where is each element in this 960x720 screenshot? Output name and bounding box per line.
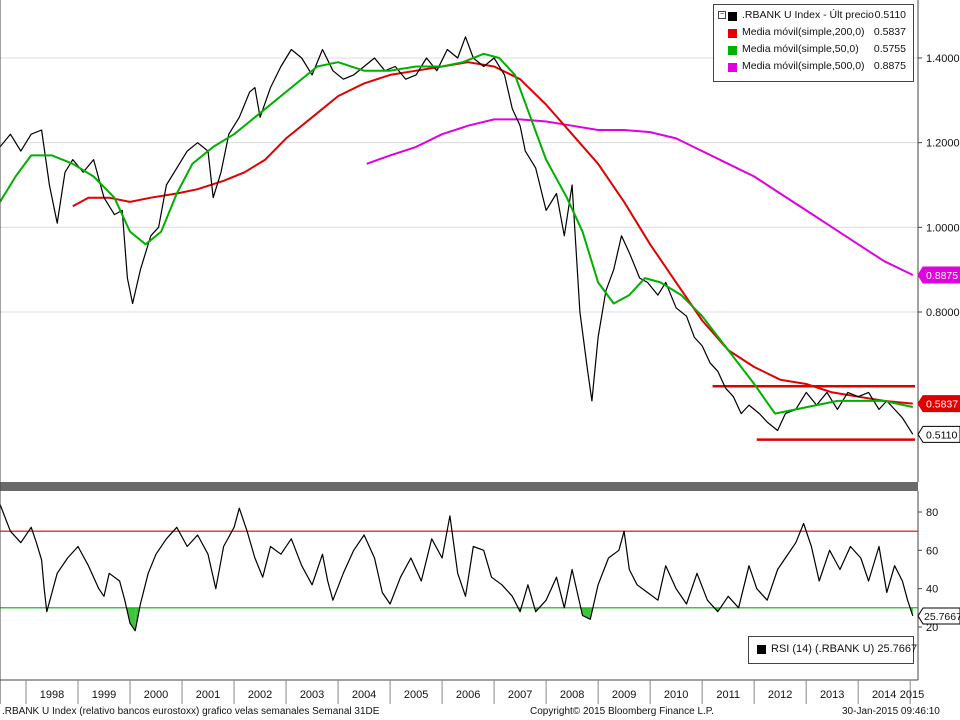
x-axis-year-label: 2006 [456, 689, 480, 701]
panel-divider[interactable] [0, 482, 918, 491]
series-rsi-line [0, 504, 914, 632]
ma500-value-tag: 0.8875 [917, 266, 960, 284]
rsi-y-tick-label: 40 [926, 584, 938, 596]
legend-label-ma50: Media móvil(simple,50,0) [742, 43, 859, 55]
x-axis-year-label: 2009 [612, 689, 636, 701]
price-value-tag: 0.5110 [917, 425, 960, 443]
legend-label-ma500: Media móvil(simple,500,0) [742, 60, 865, 72]
rsi-legend-swatch [757, 645, 766, 654]
value-tag-shape [917, 395, 960, 413]
legend-label-price: .RBANK U Index - Últ precio [742, 9, 874, 21]
rsi-value-tag-shape [917, 607, 960, 625]
ma200-value-tag: 0.5837 [917, 395, 960, 413]
price-y-axis: 0.8000 1.0000 1.2000 1.4000 [917, 0, 960, 482]
rsi-legend[interactable]: RSI (14) (.RBANK U) 25.7667 [748, 636, 917, 664]
rsi-y-tick-label: 20 [926, 622, 938, 634]
series-ma200-line [72, 61, 913, 405]
rsi-legend-label: RSI (14) (.RBANK U) [771, 643, 875, 655]
x-axis-year-label: 2000 [144, 689, 168, 701]
price-y-tick-label: 1.2000 [926, 138, 960, 150]
x-axis-year-label: 2010 [664, 689, 688, 701]
legend-label-ma200: Media móvil(simple,200,0) [742, 26, 865, 38]
legend-row-ma500: Media móvil(simple,500,0) 0.8875 [718, 60, 910, 74]
price-last-value-tags: 0.8875 0.5837 0.5110 [917, 266, 960, 443]
price-gridlines [0, 57, 918, 313]
rsi-value-tag-text: 25.7667 [924, 611, 960, 623]
x-axis-year-label: 2001 [196, 689, 220, 701]
value-tag-shape [917, 425, 960, 443]
series-ma500-line [366, 118, 914, 276]
x-axis-year-label: 2011 [716, 689, 740, 701]
rsi-y-tick-label: 80 [926, 507, 938, 519]
rsi-last-value-tag: 25.7667 [917, 607, 960, 625]
x-axis-year-label: 2004 [352, 689, 376, 701]
x-axis-year-label: 2015 [900, 689, 924, 701]
rsi-legend-text: RSI (14) (.RBANK U) 25.7667 [771, 643, 917, 655]
rsi-oversold-fill [46, 607, 913, 631]
value-tag-shape [917, 266, 960, 284]
rsi-threshold-lines [0, 530, 918, 609]
legend-swatch-ma200 [728, 29, 737, 38]
legend-row-price: .RBANK U Index - Últ precio 0.5110 [718, 9, 910, 23]
x-axis-year-label: 2012 [768, 689, 792, 701]
price-y-tick-label: 1.4000 [926, 53, 960, 65]
footer-timestamp: 30-Jan-2015 09:46:10 [842, 706, 940, 717]
price-y-tick-label: 1.0000 [926, 222, 960, 234]
series-price-line [0, 36, 914, 435]
x-axis-year-label: 2014 [872, 689, 896, 701]
legend-value-ma500: 0.8875 [873, 60, 906, 72]
x-axis-year-label: 2013 [820, 689, 844, 701]
footer-description: .RBANK U Index (relativo bancos eurostox… [2, 706, 380, 717]
x-axis-year-label: 2008 [560, 689, 584, 701]
legend-swatch-ma500 [728, 63, 737, 72]
collapse-icon[interactable]: − [718, 11, 726, 19]
price-horizontal-levels [712, 385, 915, 441]
rsi-legend-value: 25.7667 [877, 643, 918, 655]
footer-copyright: Copyright© 2015 Bloomberg Finance L.P. [530, 706, 714, 717]
legend-row-ma50: Media móvil(simple,50,0) 0.5755 [718, 43, 910, 57]
legend-swatch-price [728, 12, 737, 21]
legend-row-ma200: Media móvil(simple,200,0) 0.5837 [718, 26, 910, 40]
x-axis-year-label: 2003 [300, 689, 324, 701]
value-tag-text: 0.5837 [926, 399, 958, 411]
x-axis: 1998 1999 2000 2001 2002 2003 2004 2005 2006 2007… [0, 679, 924, 704]
legend-value-ma50: 0.5755 [873, 43, 906, 55]
price-series-group [0, 36, 914, 435]
rsi-series-group [0, 504, 914, 632]
legend-value-ma200: 0.5837 [873, 26, 906, 38]
x-axis-year-label: 1998 [40, 689, 64, 701]
legend-swatch-ma50 [728, 46, 737, 55]
series-ma50-line [0, 52, 914, 415]
value-tag-text: 0.8875 [926, 270, 958, 282]
rsi-y-tick-label: 60 [926, 545, 938, 557]
legend-value-price: 0.5110 [874, 9, 906, 21]
price-legend[interactable]: − .RBANK U Index - Últ precio 0.5110 Med… [713, 4, 914, 82]
value-tag-text: 0.5110 [926, 429, 957, 441]
price-y-tick-label: 0.8000 [926, 307, 960, 319]
x-axis-year-label: 2002 [248, 689, 272, 701]
x-axis-year-label: 2005 [404, 689, 428, 701]
x-axis-year-label: 2007 [508, 689, 532, 701]
x-axis-year-label: 1999 [92, 689, 116, 701]
rsi-y-axis: 20 40 60 80 [917, 491, 938, 680]
